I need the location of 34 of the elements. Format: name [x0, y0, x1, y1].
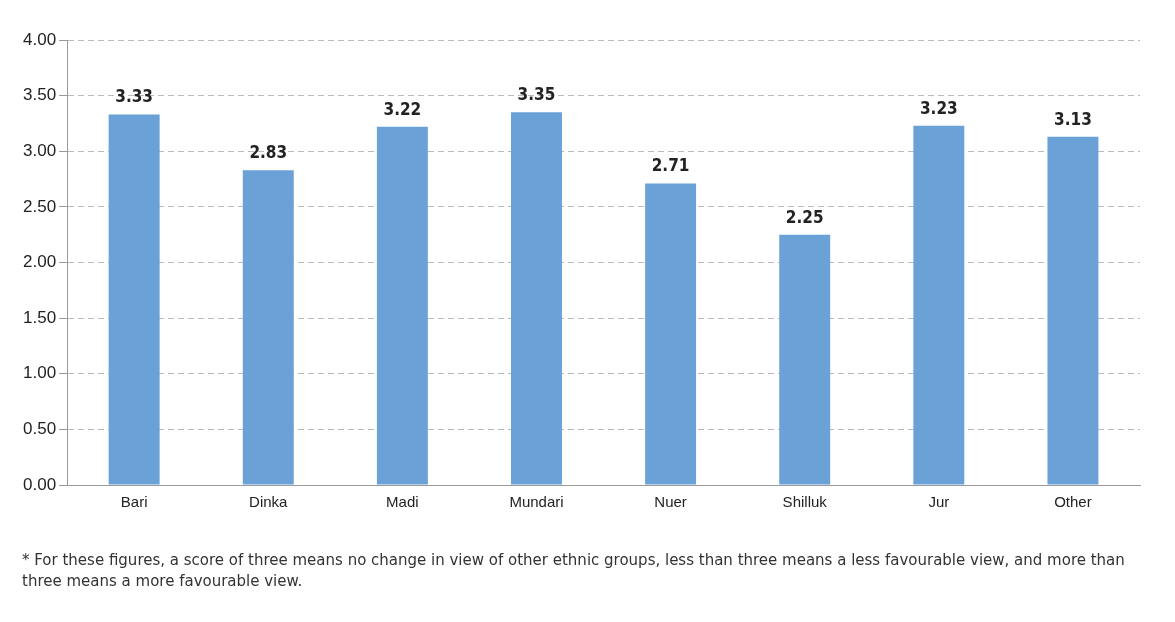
y-tick-label: 2.00: [22, 252, 57, 272]
x-tick-label: Jur: [928, 493, 950, 511]
y-tick-label: 0.50: [22, 419, 57, 439]
y-tick-label: 3.00: [22, 140, 57, 160]
y-tick-label: 4.00: [22, 29, 57, 49]
bar: [511, 112, 562, 485]
bar: [108, 114, 160, 485]
x-tick-label: Shilluk: [782, 493, 828, 511]
y-tick-label: 0.00: [22, 474, 57, 494]
bar: [913, 125, 965, 485]
data-label: 3.13: [1054, 108, 1092, 129]
bar: [376, 126, 428, 485]
data-label: 2.25: [785, 206, 824, 227]
data-label: 3.35: [517, 84, 556, 105]
x-tick-label: Dinka: [249, 493, 289, 511]
y-tick-label: 2.50: [22, 196, 57, 216]
y-tick-label: 1.00: [22, 363, 57, 383]
text: * For these figures, a score of three means no change in view of other ethnic groups, less than three means a less favourable view, and more than three means a more favourable view.: [22, 550, 1126, 592]
x-tick-label: Mundari: [509, 493, 564, 511]
bar: [242, 170, 294, 485]
data-label: 3.22: [383, 98, 422, 119]
x-tick-label: Madi: [386, 493, 419, 511]
bar: [645, 183, 697, 485]
y-tick-label: 3.50: [22, 85, 57, 105]
y-tick-label: 1.50: [22, 307, 57, 327]
data-label: 3.23: [919, 97, 958, 118]
bar: [1047, 136, 1099, 485]
data-label: 2.83: [249, 142, 288, 163]
data-label: 2.71: [651, 155, 690, 176]
x-tick-label: Nuer: [654, 493, 687, 511]
x-tick-label: Other: [1054, 493, 1092, 511]
bar: [779, 234, 831, 485]
data-label: 3.33: [115, 86, 154, 107]
x-tick-label: Bari: [120, 493, 148, 511]
